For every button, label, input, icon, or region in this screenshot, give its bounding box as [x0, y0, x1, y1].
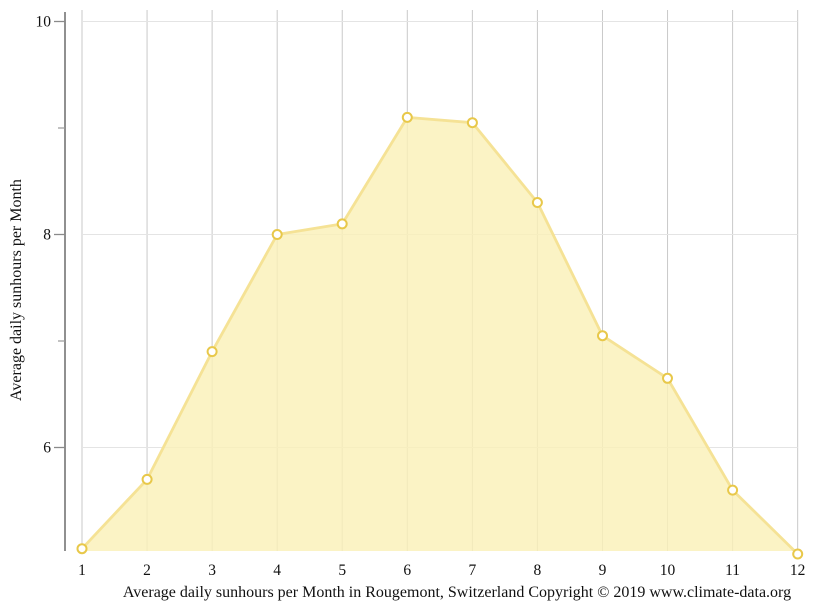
x-tick-label-12: 12: [790, 562, 806, 579]
x-tick-label-4: 4: [273, 562, 281, 579]
data-point-marker-month-7: [466, 117, 478, 129]
axis-layer: [54, 12, 66, 551]
data-point-marker-month-10: [662, 372, 673, 384]
x-tick-label-11: 11: [725, 562, 740, 579]
markers-layer: [76, 111, 804, 560]
area-layer: [80, 116, 798, 551]
data-point-marker-month-4: [271, 229, 283, 240]
y-tick-label-8: 8: [43, 227, 51, 244]
x-tick-label-7: 7: [468, 562, 476, 579]
data-point-marker-month-8: [531, 197, 543, 208]
x-tick-label-2: 2: [143, 562, 151, 579]
data-point-marker-month-11: [727, 484, 739, 496]
y-tick-label-10: 10: [36, 14, 52, 31]
x-tick-label-6: 6: [403, 562, 411, 579]
chart-caption: Average daily sunhours per Month in Roug…: [123, 584, 791, 601]
data-point-marker-month-5: [336, 218, 348, 230]
data-point-marker-month-6: [401, 111, 413, 123]
x-tick-label-1: 1: [78, 562, 86, 579]
x-tick-label-8: 8: [534, 562, 542, 579]
x-tick-label-5: 5: [338, 562, 346, 579]
data-point-marker-month-1: [76, 543, 88, 555]
x-tick-label-9: 9: [599, 562, 607, 579]
x-tick-label-10: 10: [660, 562, 676, 579]
y-tick-label-6: 6: [43, 440, 51, 457]
data-point-marker-month-12: [792, 548, 804, 560]
x-tick-label-3: 3: [208, 562, 216, 579]
data-point-marker-month-3: [206, 346, 218, 358]
area-fill: [82, 117, 798, 551]
data-point-marker-month-9: [597, 330, 608, 342]
series-line: [80, 116, 797, 551]
data-point-marker-month-2: [141, 473, 153, 485]
y-axis-title: Average daily sunhours per Month: [8, 179, 25, 401]
